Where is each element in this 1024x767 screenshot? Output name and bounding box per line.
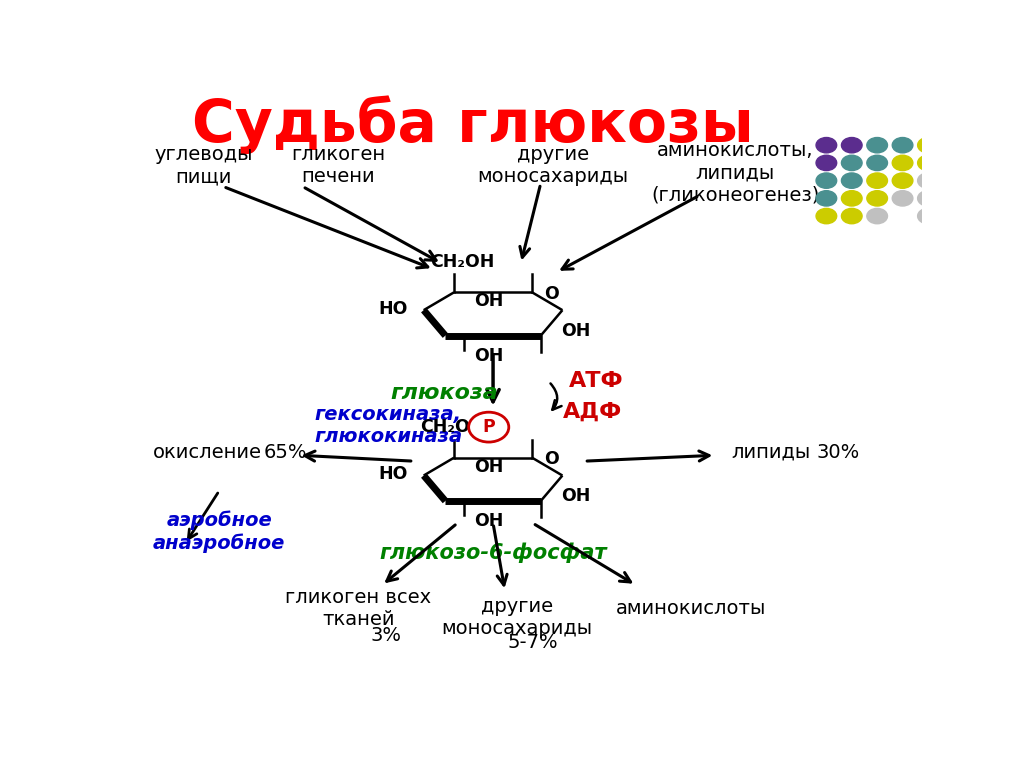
Text: O: O <box>544 450 559 468</box>
Text: глюкоза: глюкоза <box>390 384 498 403</box>
Text: 5-7%: 5-7% <box>508 633 558 652</box>
Text: АТФ: АТФ <box>568 371 623 391</box>
Text: OH: OH <box>561 487 590 505</box>
Circle shape <box>816 155 837 170</box>
Circle shape <box>918 155 938 170</box>
Text: CH₂O: CH₂O <box>421 418 470 436</box>
Text: O: O <box>544 285 559 303</box>
Circle shape <box>469 412 509 442</box>
Text: 30%: 30% <box>817 443 860 462</box>
Text: липиды: липиды <box>731 443 810 462</box>
Text: P: P <box>482 418 495 436</box>
Text: Судьба глюкозы: Судьба глюкозы <box>193 95 754 154</box>
Circle shape <box>842 209 862 224</box>
Circle shape <box>842 155 862 170</box>
Circle shape <box>867 191 888 206</box>
Text: аминокислоты: аминокислоты <box>616 599 767 618</box>
Text: другие
моносахариды: другие моносахариды <box>441 597 593 638</box>
Text: OH: OH <box>474 292 504 311</box>
Text: 65%: 65% <box>263 443 307 462</box>
Text: аэробное
анаэробное: аэробное анаэробное <box>153 511 286 553</box>
Text: гексокиназа,
глюкокиназа: гексокиназа, глюкокиназа <box>314 405 463 446</box>
Circle shape <box>842 137 862 153</box>
Circle shape <box>816 191 837 206</box>
Text: CH₂OH: CH₂OH <box>430 253 495 271</box>
Circle shape <box>816 137 837 153</box>
Circle shape <box>867 173 888 189</box>
Text: HO: HO <box>379 465 408 483</box>
Text: гликоген всех
тканей: гликоген всех тканей <box>285 588 431 629</box>
Circle shape <box>867 209 888 224</box>
Text: окисление: окисление <box>153 443 262 462</box>
Text: HO: HO <box>379 300 408 318</box>
Text: 3%: 3% <box>371 626 401 645</box>
Circle shape <box>918 209 938 224</box>
Circle shape <box>918 173 938 189</box>
Circle shape <box>842 191 862 206</box>
Circle shape <box>816 173 837 189</box>
Text: другие
моносахариды: другие моносахариды <box>477 146 628 186</box>
Circle shape <box>892 137 912 153</box>
Text: углеводы
пищи: углеводы пищи <box>155 146 253 186</box>
Text: аминокислоты,
липиды
(гликонеогенез): аминокислоты, липиды (гликонеогенез) <box>651 141 819 205</box>
Text: OH: OH <box>561 321 590 340</box>
Circle shape <box>892 155 912 170</box>
Text: OH: OH <box>474 347 504 365</box>
Circle shape <box>842 173 862 189</box>
Text: OH: OH <box>474 512 504 530</box>
Circle shape <box>816 209 837 224</box>
Circle shape <box>918 137 938 153</box>
Circle shape <box>867 155 888 170</box>
Circle shape <box>918 191 938 206</box>
Text: глюкозо-6-фосфат: глюкозо-6-фосфат <box>379 542 607 563</box>
Circle shape <box>892 191 912 206</box>
Text: OH: OH <box>474 458 504 476</box>
Circle shape <box>867 137 888 153</box>
Text: АДФ: АДФ <box>563 402 623 422</box>
Text: гликоген
печени: гликоген печени <box>291 146 385 186</box>
Circle shape <box>892 173 912 189</box>
